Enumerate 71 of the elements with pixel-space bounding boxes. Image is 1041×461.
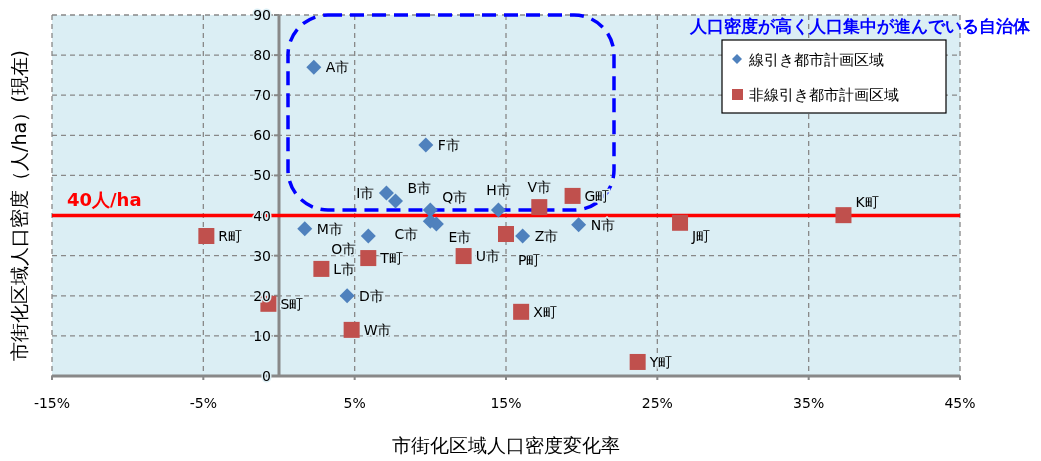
x-tick-label: 5% — [343, 395, 366, 411]
point — [306, 59, 322, 75]
annotation: W市 — [363, 321, 392, 338]
y-tick-label: 20 — [253, 287, 271, 304]
point — [378, 185, 394, 201]
y-tick-label: 10 — [253, 327, 271, 344]
point — [297, 221, 313, 237]
point — [629, 353, 646, 370]
point — [343, 321, 360, 338]
point — [513, 303, 530, 320]
annotation: V市 — [527, 179, 552, 196]
point — [388, 193, 404, 209]
point — [531, 199, 548, 216]
annotation: T町 — [379, 250, 403, 267]
x-tick-label: 45% — [944, 395, 976, 411]
point — [515, 228, 531, 244]
ref-line-label: 40人/ha — [67, 188, 142, 210]
x-tick-label: -15% — [33, 395, 71, 411]
legend-label: 非線引き都市計画区域 — [749, 86, 899, 104]
point — [672, 214, 689, 231]
point — [418, 137, 434, 153]
annotation: A市 — [325, 59, 350, 76]
annotation: Y町 — [648, 353, 673, 370]
annotation: L市 — [333, 260, 356, 277]
point — [313, 260, 330, 277]
annotation: J町 — [691, 227, 711, 244]
annotation: O市 — [331, 241, 357, 258]
legend-label: 線引き都市計画区域 — [748, 51, 884, 69]
point — [498, 226, 514, 243]
y-axis-title: 市街化区域人口密度（人/ha）(現在) — [8, 50, 30, 361]
x-tick-label: -5% — [189, 395, 217, 411]
annotation: R町 — [218, 228, 243, 245]
y-tick-label: 90 — [253, 7, 271, 23]
annotation: N市 — [590, 216, 616, 233]
point — [564, 187, 581, 204]
annotation: M市 — [316, 220, 343, 237]
annotation: P町 — [518, 252, 541, 269]
point — [835, 207, 852, 224]
point — [339, 288, 355, 304]
x-tick-label: 15% — [490, 395, 522, 411]
x-tick-label: 25% — [641, 395, 673, 411]
point — [422, 202, 438, 218]
y-tick-label: 60 — [253, 127, 271, 144]
annotation: K町 — [855, 194, 879, 211]
point — [360, 250, 377, 267]
annotation: C市 — [394, 226, 419, 243]
annotation: E市 — [448, 228, 472, 245]
annotation: H市 — [486, 181, 511, 198]
annotation: F市 — [437, 136, 460, 153]
y-tick-label: 80 — [253, 47, 271, 64]
point — [360, 228, 376, 244]
y-tick-label: 30 — [253, 247, 271, 264]
annotation: 人口密度が高く人口集中が進んでいる自治体 — [689, 16, 1031, 36]
x-axis-title: 市街化区域人口密度変化率 — [392, 434, 620, 456]
annotation: D市 — [359, 287, 384, 304]
point — [490, 202, 506, 218]
point — [571, 217, 587, 233]
y-tick-label: 0 — [262, 368, 271, 384]
y-tick-label: 70 — [253, 87, 271, 104]
annotation: Q市 — [442, 188, 468, 205]
point — [198, 228, 215, 245]
annotation: I市 — [356, 185, 375, 202]
annotation: B市 — [407, 180, 432, 197]
annotation: U市 — [475, 248, 500, 265]
y-tick-label: 50 — [253, 167, 271, 184]
annotation: Z市 — [534, 228, 559, 245]
annotation: S町 — [280, 295, 304, 312]
annotation: X町 — [533, 303, 557, 320]
annotation: G町 — [584, 187, 610, 204]
x-tick-label: 35% — [793, 395, 825, 411]
point — [455, 248, 472, 265]
